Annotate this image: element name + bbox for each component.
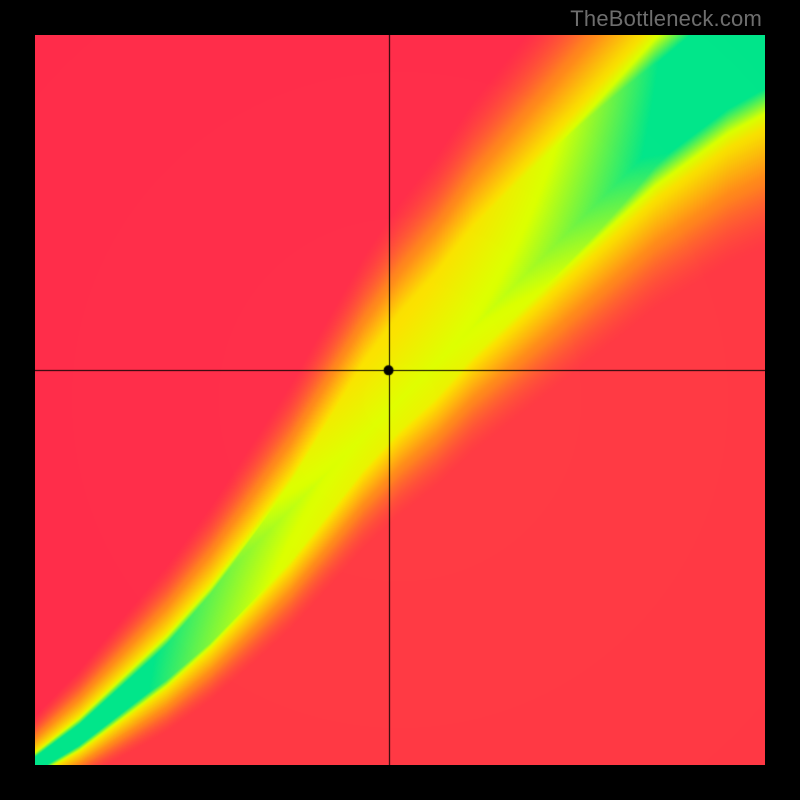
- bottleneck-heatmap: [35, 35, 765, 765]
- watermark-text: TheBottleneck.com: [570, 6, 762, 32]
- chart-container: { "watermark_text": "TheBottleneck.com",…: [0, 0, 800, 800]
